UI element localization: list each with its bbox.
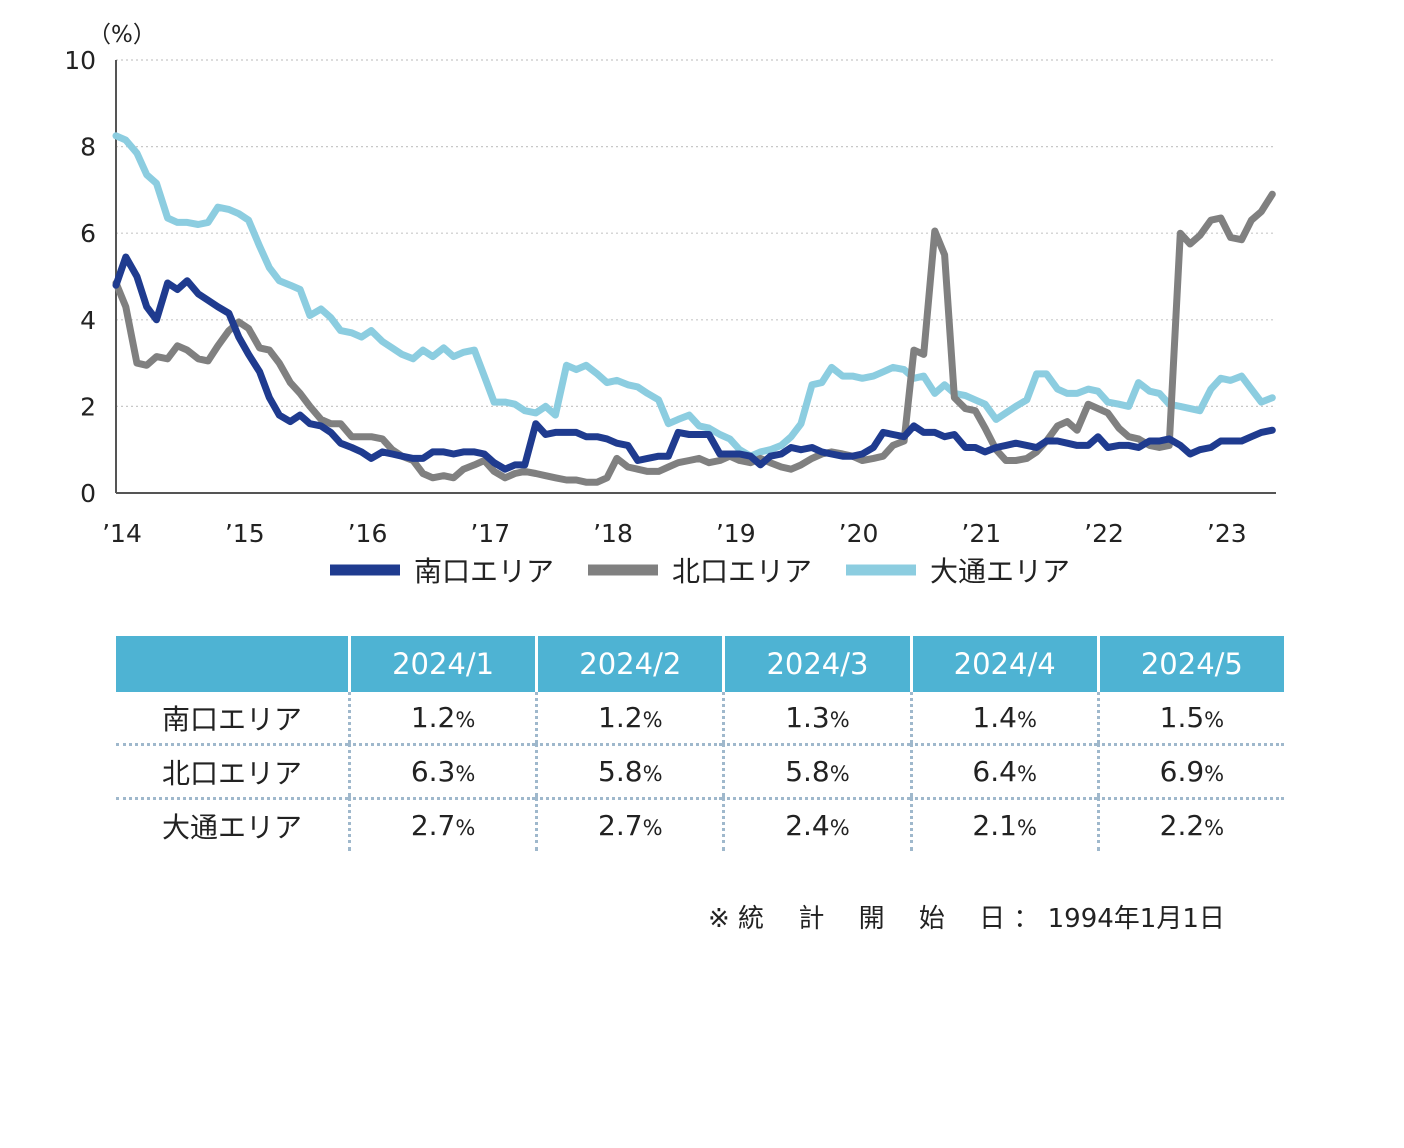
table-cell: 6.9%	[1096, 743, 1284, 797]
x-tick-label: ’15	[225, 519, 265, 548]
cell-unit: %	[455, 762, 476, 786]
cell-unit: %	[829, 816, 850, 840]
table-cell: 5.8%	[722, 743, 910, 797]
row-label: 北口エリア	[116, 743, 348, 797]
x-tick-label: ’14	[102, 519, 142, 548]
x-tick-label: ’18	[593, 519, 633, 548]
table-cell: 1.3%	[722, 692, 909, 743]
cell-value: 1.2	[410, 701, 456, 734]
table-cell: 5.8%	[535, 743, 723, 797]
table-cell: 6.4%	[909, 743, 1097, 797]
cell-unit: %	[829, 708, 850, 732]
table-row: 北口エリア 6.3% 5.8% 5.8% 6.4% 6.9%	[116, 743, 1284, 797]
cell-value: 1.3	[785, 701, 830, 734]
y-tick-label: 10	[64, 46, 96, 75]
cell-unit: %	[642, 816, 663, 840]
cell-unit: %	[455, 708, 476, 732]
table-header-cell: 2024/3	[722, 636, 910, 692]
x-tick-label: ’17	[470, 519, 510, 548]
table-row: 南口エリア 1.2% 1.2% 1.3% 1.4% 1.5%	[116, 692, 1284, 743]
table-cell: 2.4%	[722, 797, 910, 851]
x-tick-label: ’21	[961, 519, 1001, 548]
legend-label: 南口エリア	[414, 555, 554, 588]
cell-value: 6.4	[972, 755, 1017, 788]
table-cell: 2.2%	[1096, 797, 1284, 851]
cell-unit: %	[455, 816, 476, 840]
cell-value: 5.8	[785, 755, 830, 788]
y-tick-label: 2	[80, 392, 96, 421]
y-tick-label: 6	[80, 219, 96, 248]
cell-value: 2.1	[972, 809, 1017, 842]
cell-unit: %	[1016, 816, 1037, 840]
cell-value: 6.3	[410, 755, 456, 788]
table-cell: 2.1%	[909, 797, 1097, 851]
cell-value: 1.4	[972, 701, 1017, 734]
footnote: ※ 統 計 開 始 日 ： 1994年1月1日	[708, 904, 1225, 934]
cell-value: 5.8	[598, 755, 643, 788]
table-cell: 6.3%	[348, 743, 536, 797]
x-tick-label: ’19	[716, 519, 756, 548]
x-tick-label: ’16	[348, 519, 388, 548]
x-tick-label: ’20	[839, 519, 879, 548]
table-header-cell: 2024/5	[1096, 636, 1284, 692]
legend-label: 大通エリア	[930, 555, 1070, 588]
series-line-2	[112, 190, 1276, 486]
cell-value: 2.7	[598, 809, 643, 842]
cell-value: 2.2	[1159, 809, 1205, 842]
series-line-1	[112, 253, 1276, 473]
cell-unit: %	[642, 762, 663, 786]
cell-unit: %	[1016, 708, 1037, 732]
table-header-cell: 2024/1	[348, 636, 536, 692]
y-tick-label: 0	[80, 479, 96, 508]
x-tick-label: ’22	[1084, 519, 1124, 548]
cell-unit: %	[829, 762, 850, 786]
table-header-row: 2024/1 2024/2 2024/3 2024/4 2024/5	[116, 636, 1284, 692]
cell-value: 2.7	[410, 809, 456, 842]
gridlines	[116, 59, 1276, 407]
legend-label: 北口エリア	[672, 555, 812, 588]
cell-unit: %	[1204, 816, 1225, 840]
cell-unit: %	[642, 708, 663, 732]
cell-unit: %	[1204, 708, 1225, 732]
table-cell: 2.7%	[348, 797, 536, 851]
table-cell: 1.5%	[1096, 692, 1284, 743]
row-label: 南口エリア	[161, 702, 302, 736]
row-label: 大通エリア	[116, 797, 348, 851]
table-header-cell	[116, 636, 348, 692]
y-unit-label: （%）	[88, 22, 156, 48]
table-cell: 1.4%	[909, 692, 1097, 743]
cell-value: 1.5	[1159, 701, 1205, 734]
table-row: 大通エリア 2.7% 2.7% 2.4% 2.1% 2.2%	[116, 797, 1284, 851]
series-line-3	[112, 132, 1276, 460]
series-lines	[112, 132, 1276, 486]
cell-value: 6.9	[1159, 755, 1205, 788]
table-header-cell: 2024/4	[909, 636, 1097, 692]
cell-value: 1.2	[598, 701, 643, 734]
y-axis-ticks: 0 2 4 6 8 10	[64, 46, 96, 508]
y-tick-label: 8	[80, 133, 96, 162]
cell-unit: %	[1016, 762, 1037, 786]
cell-unit: %	[1204, 762, 1225, 786]
legend: 南口エリア 北口エリア 大通エリア	[330, 555, 1070, 588]
table-cell: 1.2%	[535, 692, 722, 743]
x-tick-label: ’23	[1207, 519, 1247, 548]
y-tick-label: 4	[80, 306, 96, 335]
vacancy-rate-table-container: 2024/1 2024/2 2024/3 2024/4 2024/5 南口エリア…	[116, 636, 1284, 851]
table-header-cell: 2024/2	[535, 636, 723, 692]
vacancy-rate-table: 2024/1 2024/2 2024/3 2024/4 2024/5 南口エリア…	[116, 636, 1284, 851]
table-cell: 2.7%	[535, 797, 723, 851]
x-axis-ticks: ’14 ’15 ’16 ’17 ’18 ’19 ’20 ’21 ’22 ’23	[102, 519, 1247, 548]
cell-value: 2.4	[785, 809, 830, 842]
table-cell: 1.2%	[348, 692, 535, 743]
